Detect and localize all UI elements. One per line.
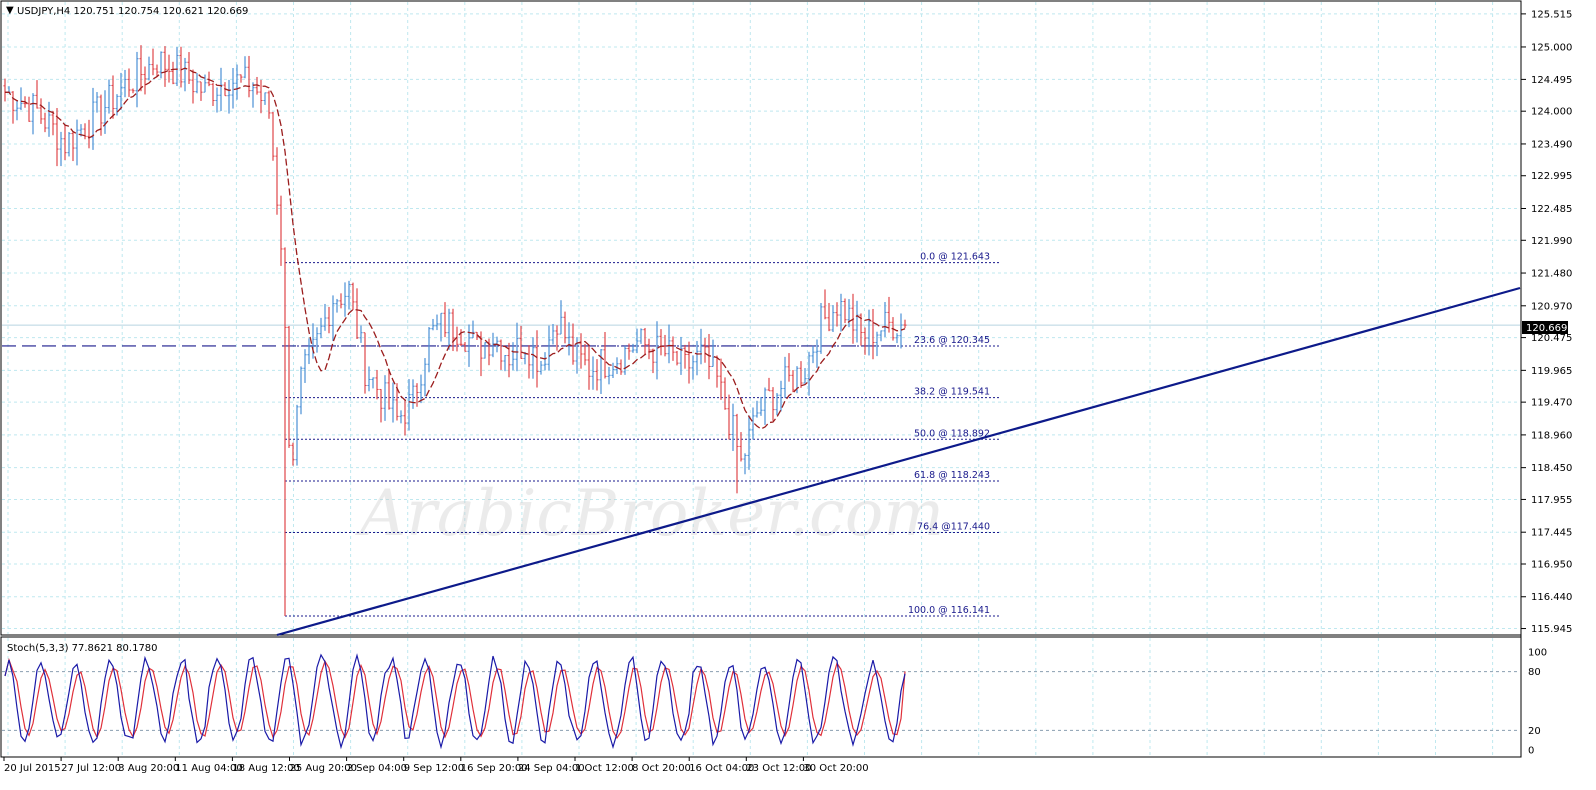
time-tick-label: 2 Sep 04:00: [347, 763, 407, 774]
time-tick-label: 8 Oct 20:00: [632, 763, 691, 774]
price-tick-label: 124.495: [1531, 75, 1572, 86]
price-tick-label: 124.000: [1531, 107, 1572, 118]
stoch-header: Stoch(5,3,3) 77.8621 80.1780: [7, 643, 158, 654]
stoch-panel-frame: [0, 636, 1522, 758]
stoch-tick-label: 0: [1528, 746, 1534, 757]
symbol-header: USDJPY,H4 120.751 120.754 120.621 120.66…: [17, 6, 248, 17]
fib-level-label: 23.6 @ 120.345: [914, 335, 990, 346]
time-tick-label: 11 Aug 04:00: [175, 763, 242, 774]
time-tick-label: 9 Sep 12:00: [404, 763, 464, 774]
fibonacci-levels: 0.0 @ 121.643 23.6 @ 120.345 38.2 @ 119.54…: [2, 252, 1520, 617]
time-tick-label: 16 Oct 04:00: [689, 763, 754, 774]
stoch-tick-label: 20: [1528, 726, 1541, 737]
symbol-dropdown-marker[interactable]: ▼: [6, 5, 14, 16]
fib-level-label: 38.2 @ 119.541: [914, 387, 990, 398]
time-tick-label: 18 Aug 12:00: [232, 763, 299, 774]
current-price-label: 120.669: [1526, 323, 1567, 334]
stochastic-oscillator: [4, 653, 906, 750]
price-tick-label: 121.480: [1531, 269, 1572, 280]
price-tick-label: 120.970: [1531, 301, 1572, 312]
fib-level-label: 0.0 @ 121.643: [920, 252, 990, 263]
price-tick-label: 120.475: [1531, 333, 1572, 344]
current-price-tag: 120.669: [1522, 321, 1568, 334]
time-tick-label: 23 Oct 12:00: [746, 763, 811, 774]
price-tick-label: 118.450: [1531, 463, 1572, 474]
stoch-main-line: [4, 653, 906, 750]
time-tick-label: 16 Sep 20:00: [461, 763, 528, 774]
time-tick-label: 25 Aug 20:00: [290, 763, 357, 774]
price-tick-label: 115.945: [1531, 624, 1572, 635]
fib-level-label: 50.0 @ 118.892: [914, 428, 990, 439]
price-tick-label: 123.490: [1531, 139, 1572, 150]
price-tick-label: 121.990: [1531, 236, 1572, 247]
fib-level-label: 61.8 @ 118.243: [914, 470, 990, 481]
stoch-tick-label: 80: [1528, 667, 1541, 678]
fib-level-label: 100.0 @ 116.141: [908, 605, 990, 616]
stoch-tick-label: 100: [1528, 648, 1547, 659]
price-tick-label: 125.515: [1531, 9, 1572, 20]
price-tick-label: 119.470: [1531, 398, 1572, 409]
price-tick-label: 117.955: [1531, 495, 1572, 506]
time-tick-label: 1 Oct 12:00: [575, 763, 634, 774]
time-tick-label: 30 Oct 20:00: [803, 763, 868, 774]
price-tick-label: 125.000: [1531, 42, 1572, 53]
price-axis: 125.515 125.000 124.495 124.000 123.490 122.9…: [1521, 9, 1572, 757]
price-tick-label: 122.995: [1531, 171, 1572, 182]
price-tick-label: 122.485: [1531, 204, 1572, 215]
moving-average: [4, 67, 906, 430]
ascending-trendline[interactable]: [276, 286, 1521, 637]
time-tick-label: 24 Sep 04:00: [518, 763, 585, 774]
fib-level-label: 76.4 @117.440: [917, 522, 990, 533]
price-tick-label: 117.445: [1531, 528, 1572, 539]
trendline-layer[interactable]: [276, 286, 1521, 637]
time-tick-label: 27 Jul 12:00: [61, 763, 121, 774]
watermark: ArabicBroker.com: [355, 477, 944, 551]
time-tick-label: 3 Aug 20:00: [118, 763, 179, 774]
price-tick-label: 116.440: [1531, 592, 1572, 603]
price-tick-label: 116.950: [1531, 559, 1572, 570]
stoch-signal-line: [4, 657, 906, 740]
price-tick-label: 119.965: [1531, 366, 1572, 377]
candles: [3, 45, 907, 616]
time-tick-label: 20 Jul 2015: [4, 763, 61, 774]
moving-average-line: [4, 67, 906, 430]
price-tick-label: 118.960: [1531, 430, 1572, 441]
